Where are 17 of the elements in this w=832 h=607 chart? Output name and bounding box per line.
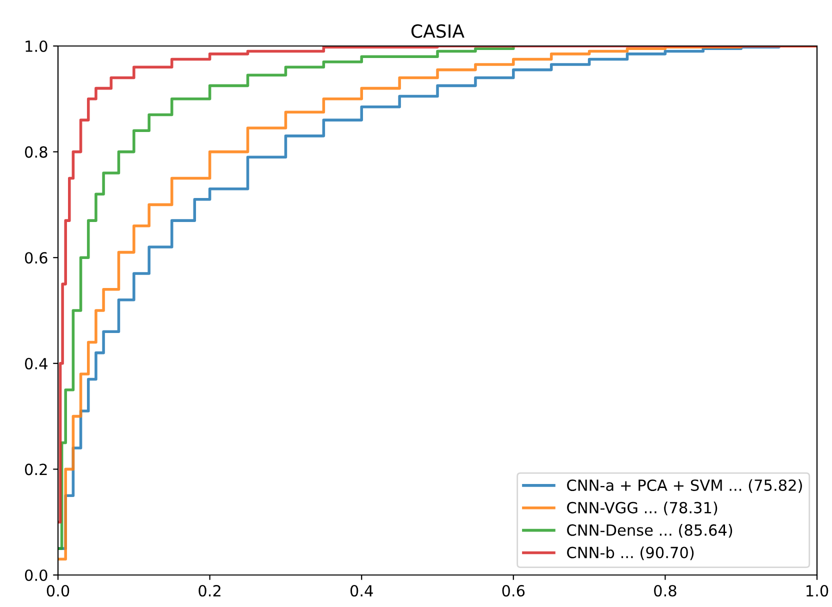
legend-label: CNN-a + PCA + SVM ... (75.82) xyxy=(567,479,802,493)
x-tick-label: 1.0 xyxy=(806,584,828,597)
x-tick-label: 0.2 xyxy=(198,584,220,597)
y-tick-label: 1.0 xyxy=(26,40,48,52)
y-tick-label: 0.8 xyxy=(24,146,48,158)
legend-label: CNN-b ... (90.70) xyxy=(567,546,694,560)
x-tick-label: 0.4 xyxy=(350,584,373,597)
y-tick-label: 0.4 xyxy=(24,358,48,370)
x-tick-label: 0.6 xyxy=(502,584,525,597)
x-tick-label: 0.0 xyxy=(46,584,70,597)
chart-title: CASIA xyxy=(411,24,464,38)
legend-label: CNN-Dense ... (85.64) xyxy=(567,524,732,538)
y-tick-label: 0.0 xyxy=(24,569,48,582)
y-tick-label: 0.2 xyxy=(24,464,47,476)
y-tick-label: 0.6 xyxy=(24,252,48,264)
legend-label: CNN-VGG ... (78.31) xyxy=(567,502,718,516)
x-tick-label: 0.8 xyxy=(654,584,676,597)
